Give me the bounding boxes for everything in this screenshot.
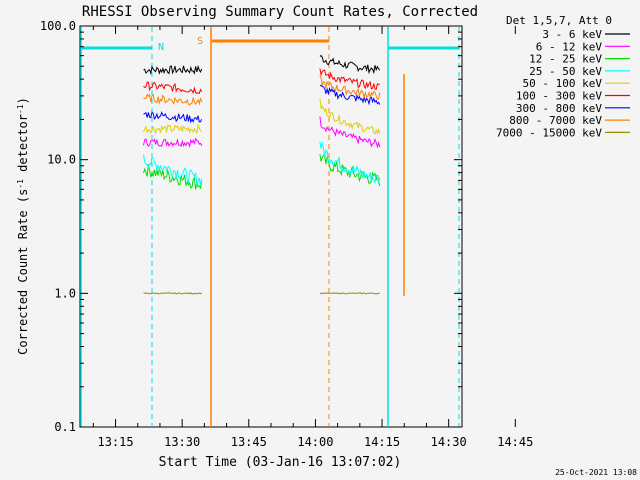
y-axis: 100.0 10.0 1.0 0.1 xyxy=(40,19,462,434)
legend-label: 6 - 12 keV xyxy=(536,40,603,53)
series-line-8 xyxy=(319,75,381,100)
y-tick-label: 100.0 xyxy=(40,19,76,33)
series-line-9 xyxy=(319,292,380,295)
legend-label: 800 - 7000 keV xyxy=(509,114,602,127)
legend-label: 7000 - 15000 keV xyxy=(496,126,602,139)
x-tick-label: 13:45 xyxy=(231,435,267,449)
flag-label-s: S xyxy=(197,36,203,47)
y-axis-label-mid: detector xyxy=(16,114,30,179)
flag-bars: N S xyxy=(81,36,459,53)
series-line-6 xyxy=(319,68,380,91)
flag-label-n: N xyxy=(158,42,164,53)
legend-label: 100 - 300 keV xyxy=(516,90,602,103)
x-tick-label: 13:15 xyxy=(97,435,133,449)
series-line-7 xyxy=(319,84,381,106)
x-tick-label: 14:15 xyxy=(364,435,400,449)
reference-lines xyxy=(80,27,460,427)
series-line-5 xyxy=(143,123,202,135)
legend-label: 25 - 50 keV xyxy=(529,65,602,78)
y-axis-label-end: ) xyxy=(16,97,30,104)
series-line-1 xyxy=(143,64,203,76)
y-axis-label-sup2: -1 xyxy=(16,104,25,114)
series-line-6 xyxy=(143,81,203,95)
series-layer xyxy=(143,54,381,295)
x-tick-label: 14:30 xyxy=(431,435,467,449)
x-axis: 13:15 13:30 13:45 14:00 14:15 14:30 14:45 xyxy=(92,26,533,449)
series-line-5 xyxy=(319,98,381,135)
series-line-3 xyxy=(319,154,381,187)
series-line-4 xyxy=(319,141,381,185)
footer-timestamp: 25-Oct-2021 13:08 xyxy=(555,468,637,477)
series-line-2 xyxy=(319,116,381,149)
chart-title: RHESSI Observing Summary Count Rates, Co… xyxy=(82,4,478,20)
series-line-8 xyxy=(143,93,203,106)
series-line-9 xyxy=(143,292,202,295)
legend-label: 50 - 100 keV xyxy=(523,77,603,90)
y-tick-label: 10.0 xyxy=(47,153,76,167)
y-tick-label: 0.1 xyxy=(54,420,76,434)
series-line-4 xyxy=(143,154,203,186)
x-tick-label: 13:30 xyxy=(164,435,200,449)
y-tick-label: 1.0 xyxy=(54,286,76,300)
x-tick-label: 14:45 xyxy=(497,435,533,449)
legend-header: Det 1,5,7, Att 0 xyxy=(506,14,612,27)
legend-label: 300 - 800 keV xyxy=(516,102,602,115)
series-line-2 xyxy=(143,137,203,149)
series-line-1 xyxy=(319,54,381,75)
legend-label: 3 - 6 keV xyxy=(542,28,602,41)
legend-label: 12 - 25 keV xyxy=(529,53,602,66)
y-axis-label-main: Corrected Count Rate (s xyxy=(16,189,30,355)
y-axis-label: Corrected Count Rate (s-1 detector-1) xyxy=(16,97,31,355)
y-axis-label-sup1: -1 xyxy=(16,179,25,189)
x-tick-label: 14:00 xyxy=(297,435,333,449)
series-line-7 xyxy=(143,110,203,124)
x-axis-label: Start Time (03-Jan-16 13:07:02) xyxy=(159,455,402,470)
